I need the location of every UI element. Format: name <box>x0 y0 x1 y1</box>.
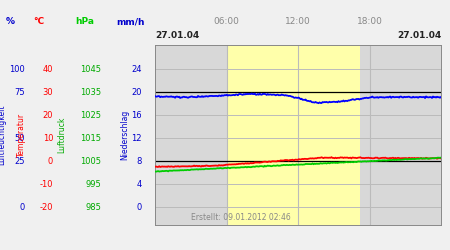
Text: 4: 4 <box>136 180 142 188</box>
Text: 27.01.04: 27.01.04 <box>397 31 441 40</box>
Text: -10: -10 <box>40 180 53 188</box>
Text: Erstellt: 09.01.2012 02:46: Erstellt: 09.01.2012 02:46 <box>191 214 291 222</box>
Text: 25: 25 <box>14 156 25 166</box>
Text: °C: °C <box>34 17 45 26</box>
Text: 995: 995 <box>86 180 101 188</box>
Text: 40: 40 <box>43 65 53 74</box>
Text: -20: -20 <box>40 202 53 211</box>
Text: 27.01.04: 27.01.04 <box>155 31 199 40</box>
Text: 20: 20 <box>43 111 53 120</box>
Text: 1015: 1015 <box>80 134 101 143</box>
Text: 16: 16 <box>131 111 142 120</box>
Text: 985: 985 <box>86 202 101 211</box>
Text: 20: 20 <box>131 88 142 97</box>
Text: 100: 100 <box>9 65 25 74</box>
Text: 06:00: 06:00 <box>214 17 239 26</box>
Text: 18:00: 18:00 <box>356 17 382 26</box>
Text: Temperatur: Temperatur <box>17 113 26 157</box>
Text: 1045: 1045 <box>80 65 101 74</box>
Text: 30: 30 <box>42 88 53 97</box>
Text: 0: 0 <box>48 156 53 166</box>
Text: 75: 75 <box>14 88 25 97</box>
Text: 50: 50 <box>14 134 25 143</box>
Text: 12: 12 <box>131 134 142 143</box>
Text: 0: 0 <box>136 202 142 211</box>
Text: 10: 10 <box>43 134 53 143</box>
Text: 1025: 1025 <box>80 111 101 120</box>
Text: Luftdruck: Luftdruck <box>58 117 67 153</box>
Text: %: % <box>5 17 14 26</box>
Bar <box>227 45 360 225</box>
Text: mm/h: mm/h <box>116 17 144 26</box>
Text: 0: 0 <box>19 202 25 211</box>
Text: 24: 24 <box>131 65 142 74</box>
Text: 12:00: 12:00 <box>285 17 311 26</box>
Text: 1035: 1035 <box>80 88 101 97</box>
Text: hPa: hPa <box>76 17 94 26</box>
Text: Niederschlag: Niederschlag <box>121 110 130 160</box>
Text: 8: 8 <box>136 156 142 166</box>
Text: Luftfeuchtigkeit: Luftfeuchtigkeit <box>0 105 6 165</box>
Text: 1005: 1005 <box>80 156 101 166</box>
